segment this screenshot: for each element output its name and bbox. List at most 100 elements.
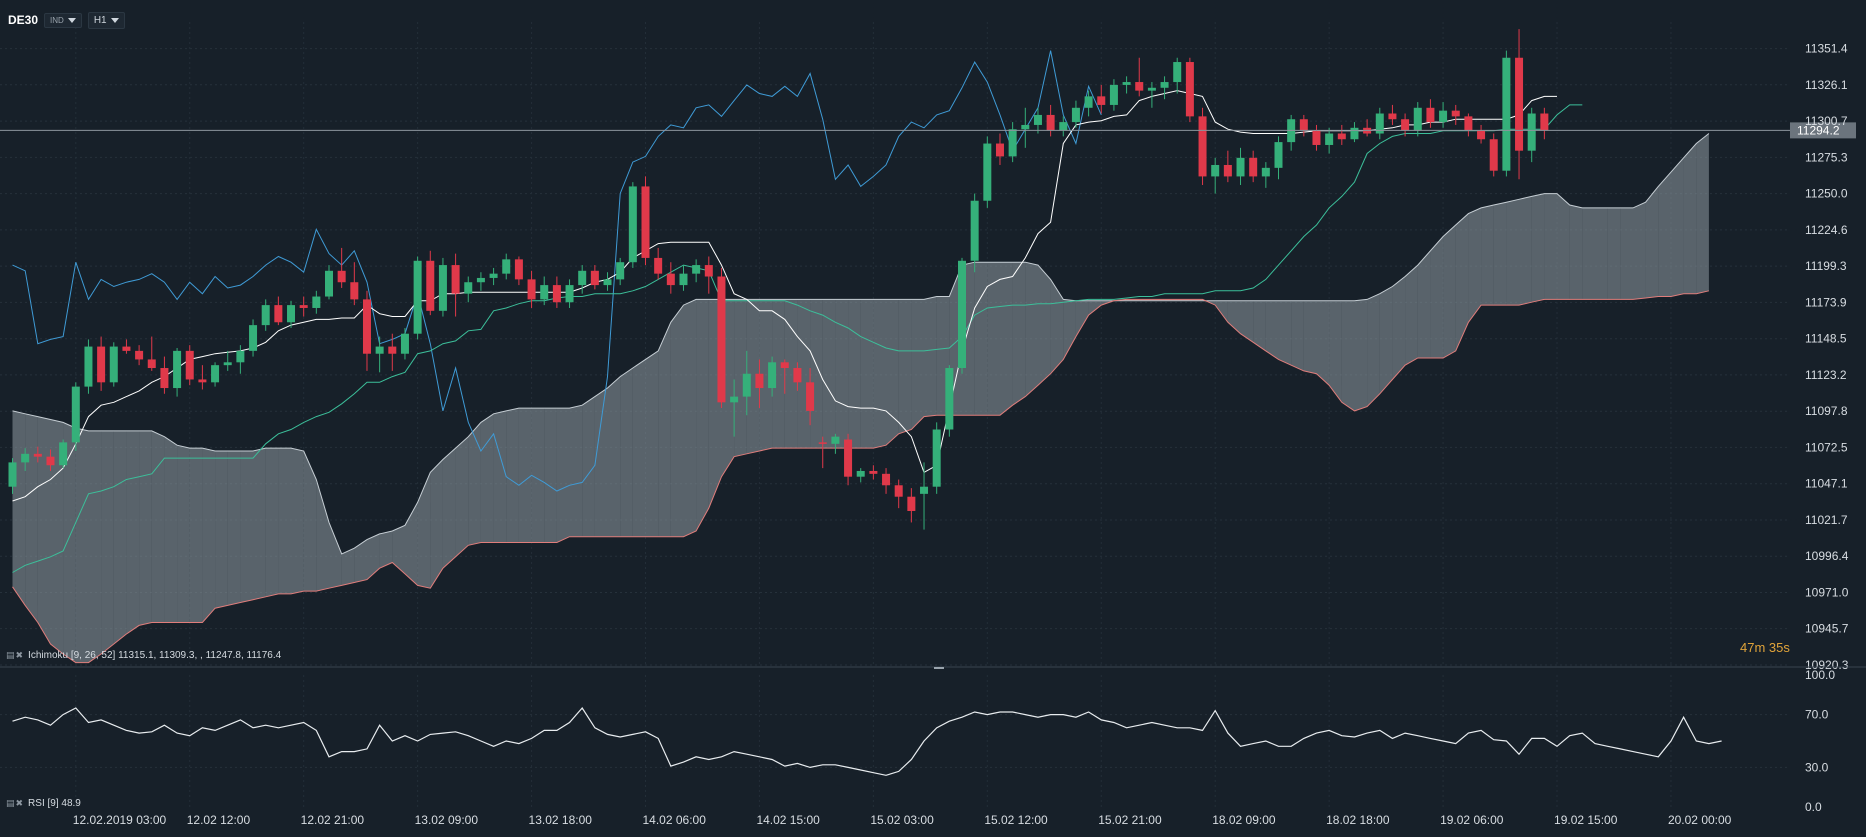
candle-body: [768, 362, 777, 389]
candle-body: [1299, 119, 1308, 131]
candle-body: [654, 257, 663, 274]
candle: [147, 336, 156, 371]
cloud-segment-bull: [392, 525, 405, 574]
kijun-sen-line: [12, 104, 1583, 573]
cloud-segment-bull: [1569, 205, 1583, 300]
cloud-segment-bull: [37, 416, 51, 644]
candle-body: [400, 333, 409, 354]
candle-body: [945, 368, 954, 430]
candle-body: [1198, 116, 1207, 177]
timeframe-dropdown[interactable]: H1: [87, 11, 125, 29]
rsi-tick-label: 100.0: [1805, 668, 1835, 682]
candle-body: [312, 296, 321, 308]
candle-body: [831, 436, 840, 444]
indicator-settings-icon[interactable]: ▤✖: [6, 798, 25, 808]
candle: [692, 259, 701, 283]
cloud-segment-bull: [1544, 193, 1557, 300]
candle-body: [413, 260, 422, 334]
senkou-span-b-line: [12, 290, 1710, 664]
candle-body: [856, 470, 865, 477]
cloud-segment-bull: [1443, 225, 1456, 358]
candle: [1084, 90, 1093, 117]
cloud-segment-bull: [1278, 300, 1292, 366]
candle: [1540, 107, 1549, 140]
candle: [198, 365, 207, 390]
time-tick-label: 18.02 18:00: [1326, 813, 1390, 827]
price-tick-label: 11199.3: [1805, 259, 1847, 273]
candle-body: [552, 285, 561, 303]
candle-body: [780, 362, 789, 369]
candle: [1312, 124, 1321, 151]
candle: [1097, 84, 1106, 114]
candle: [1135, 57, 1144, 97]
cloud-segment-bull: [531, 408, 545, 543]
candle: [1008, 122, 1017, 163]
candle-body: [730, 396, 739, 403]
candle: [958, 257, 966, 374]
chevron-down-icon: [110, 17, 119, 23]
candle-body: [160, 368, 169, 389]
cloud-segment-bull: [1582, 207, 1595, 300]
candle-body: [1109, 84, 1118, 105]
candle-body: [426, 260, 435, 311]
candle: [1325, 127, 1334, 154]
indicator-settings-icon[interactable]: ▤✖: [6, 650, 25, 660]
cloud-segment-bull: [873, 299, 886, 449]
cloud-segment-bull: [1025, 262, 1038, 397]
candle-body: [920, 486, 929, 494]
cloud-segment-bull: [772, 299, 785, 449]
candle: [654, 247, 663, 280]
cloud-segment-bull: [848, 299, 861, 449]
cloud-segment-bull: [987, 262, 1000, 416]
cloud-segment-bull: [1240, 300, 1254, 343]
candle: [995, 133, 1004, 165]
candle-body: [869, 470, 878, 474]
candlesticks: [8, 29, 1549, 530]
candle-body: [33, 453, 42, 457]
candle-body: [1527, 113, 1536, 151]
time-axis[interactable]: 12.02.2019 03:00 12.02 12:00 12.02 21:00 13…: [73, 813, 1732, 827]
candle: [312, 290, 321, 314]
cloud-segment-bull: [493, 410, 507, 543]
candle-body: [527, 279, 536, 300]
candle: [59, 439, 68, 469]
cloud-segment-bull: [734, 299, 747, 457]
candle: [274, 296, 283, 326]
candle: [375, 336, 384, 373]
cloud-segment-bull: [506, 408, 519, 543]
price-axis[interactable]: 11351.4 11326.1 11300.7 11275.3 11250.0 11224…: [1805, 42, 1849, 672]
candle: [1489, 133, 1498, 177]
candle: [755, 359, 764, 409]
candle: [616, 257, 625, 286]
cloud-segment-bull: [126, 430, 140, 634]
cloud-segment-bull: [480, 413, 494, 543]
candle: [1515, 29, 1524, 180]
cloud-segment-bull: [1493, 202, 1507, 306]
time-tick-label: 13.02 18:00: [529, 813, 593, 827]
candle-body: [970, 200, 979, 261]
candle: [768, 356, 777, 397]
candle: [413, 256, 422, 340]
candle-body: [1388, 113, 1397, 120]
price-tick-label: 11097.8: [1805, 404, 1848, 418]
instrument-type-dropdown[interactable]: IND: [44, 12, 82, 28]
cloud-segment-bull: [582, 396, 595, 537]
candle-body: [995, 143, 1004, 157]
candle-body: [211, 365, 220, 383]
candle: [502, 253, 511, 280]
cloud-segment-bull: [1000, 262, 1013, 416]
cloud-segment-bull: [1379, 286, 1393, 394]
candle: [451, 253, 460, 317]
price-tick-label: 11300.7: [1805, 114, 1848, 128]
candle-body: [1236, 157, 1245, 177]
cloud-segment-bull: [253, 448, 266, 600]
candle-body: [71, 386, 80, 443]
cloud-segment-bull: [430, 459, 443, 589]
symbol-label[interactable]: DE30: [8, 13, 39, 27]
chart-toolbar: DE30 IND H1: [8, 10, 125, 30]
cloud-segment-bull: [1215, 300, 1228, 323]
candle-body: [274, 305, 283, 323]
candle-body: [1135, 82, 1144, 91]
cloud-segment-bull: [1430, 236, 1444, 358]
